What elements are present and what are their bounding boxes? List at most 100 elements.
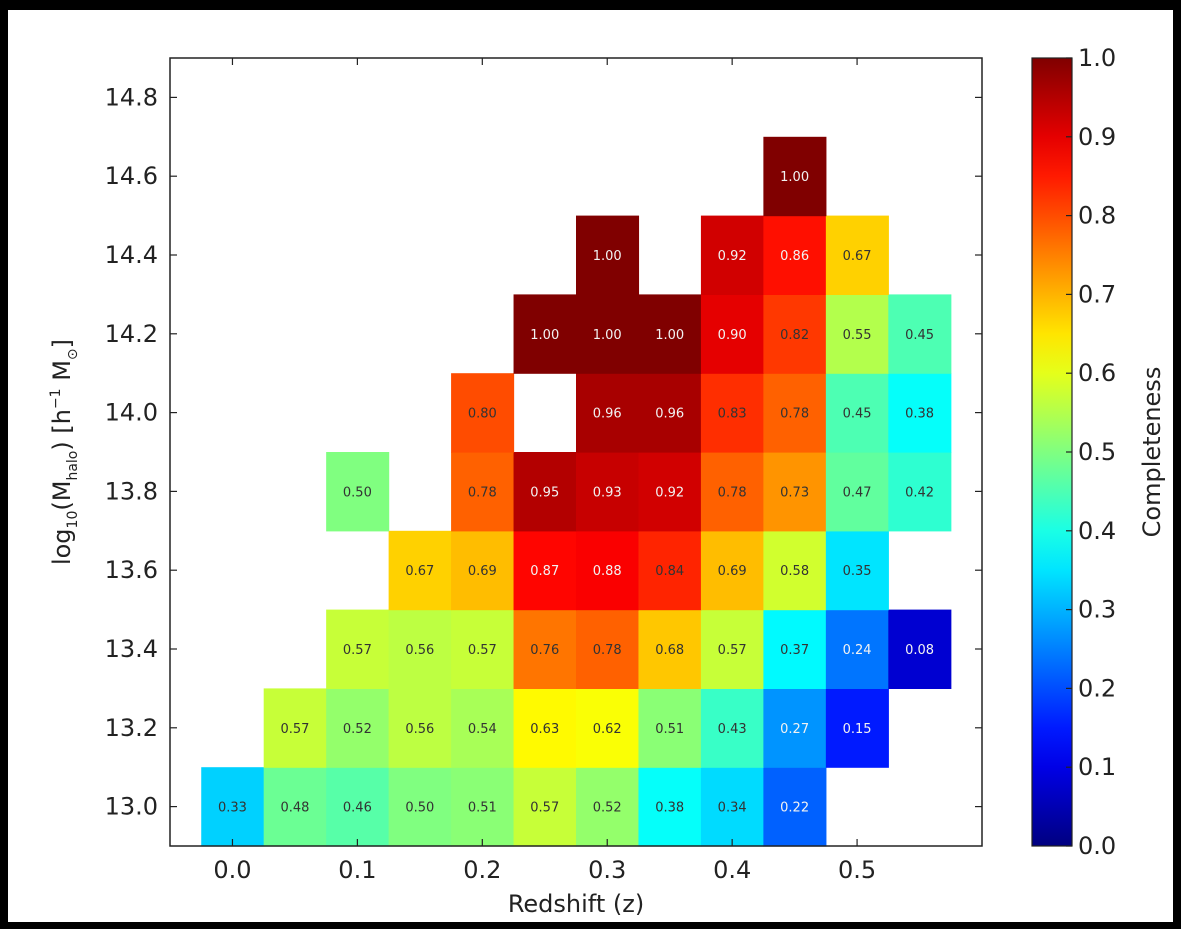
heatmap-cell-label: 0.38 <box>655 801 684 816</box>
colorbar-tick-label: 0.8 <box>1078 202 1116 230</box>
heatmap-cell-label: 0.52 <box>593 801 622 816</box>
heatmap-cell <box>700 373 764 453</box>
heatmap-cell <box>888 452 952 532</box>
heatmap-cell <box>576 609 640 689</box>
heatmap-cell-label: 0.24 <box>843 643 872 658</box>
heatmap-cell <box>763 215 827 295</box>
heatmap-cell-label: 1.00 <box>655 328 684 343</box>
heatmap-cell-label: 0.57 <box>530 801 559 816</box>
y-tick-label: 14.0 <box>105 399 158 427</box>
colorbar-tick-label: 0.0 <box>1078 832 1116 860</box>
heatmap-cell-label: 0.45 <box>905 328 934 343</box>
heatmap-cell-label: 0.43 <box>718 722 747 737</box>
heatmap-cell-label: 0.27 <box>780 722 809 737</box>
heatmap-cell-label: 0.34 <box>718 801 747 816</box>
heatmap-cell-label: 0.87 <box>530 564 559 579</box>
heatmap-cell-label: 0.08 <box>905 643 934 658</box>
heatmap-cell <box>326 688 390 768</box>
heatmap-cell-label: 0.68 <box>655 643 684 658</box>
colorbar-tick-label: 0.9 <box>1078 123 1116 151</box>
x-tick-label: 0.0 <box>213 856 251 884</box>
heatmap-cell <box>388 530 452 611</box>
heatmap-cell-label: 0.35 <box>843 564 872 579</box>
colorbar-tick-label: 0.2 <box>1078 674 1116 702</box>
heatmap-cell <box>700 452 764 532</box>
heatmap-cell-label: 1.00 <box>530 328 559 343</box>
heatmap-cell-labels: 0.33 0.48 0.46 0.50 0.51 0.57 0.52 0.38 0.34 0.22… <box>218 170 934 815</box>
heatmap-cell-label: 0.92 <box>718 249 747 264</box>
heatmap-cell <box>700 294 764 374</box>
heatmap-cell <box>638 452 702 532</box>
heatmap-cell-label: 0.92 <box>655 485 684 500</box>
heatmap-cells <box>201 136 952 847</box>
heatmap-cell-label: 0.46 <box>343 801 372 816</box>
heatmap-cell <box>700 215 764 295</box>
heatmap-cell-label: 0.57 <box>343 643 372 658</box>
heatmap-cell-label: 0.63 <box>530 722 559 737</box>
heatmap-cell <box>513 767 577 847</box>
heatmap-cell <box>763 373 827 453</box>
heatmap-cell-label: 0.15 <box>843 722 872 737</box>
heatmap-cell-label: 0.57 <box>718 643 747 658</box>
heatmap-cell <box>763 688 827 768</box>
colorbar-tick-label: 0.4 <box>1078 517 1116 545</box>
heatmap-cell <box>513 530 577 611</box>
colorbar-tick-label: 0.5 <box>1078 438 1116 466</box>
y-tick-label: 13.8 <box>105 477 158 505</box>
heatmap-cell-label: 0.56 <box>405 722 434 737</box>
heatmap-cell <box>576 767 640 847</box>
heatmap-cell <box>263 767 327 847</box>
x-tick-label: 0.1 <box>338 856 376 884</box>
heatmap-cell-label: 0.93 <box>593 485 622 500</box>
x-tick-label: 0.4 <box>713 856 751 884</box>
heatmap-cell-label: 0.78 <box>593 643 622 658</box>
heatmap-cell-label: 0.50 <box>343 485 372 500</box>
heatmap-cell <box>825 609 889 689</box>
y-axis-ticks: 13.0 13.2 13.4 13.6 13.8 14.0 14.2 14.4 14.6 14.8 <box>105 83 982 821</box>
x-tick-label: 0.5 <box>838 856 876 884</box>
heatmap-cell <box>576 215 640 295</box>
heatmap-cell-label: 0.45 <box>843 407 872 422</box>
heatmap-cell <box>451 452 515 532</box>
heatmap-cell <box>638 767 702 847</box>
heatmap-cell-label: 0.88 <box>593 564 622 579</box>
heatmap-cell-label: 0.58 <box>780 564 809 579</box>
colorbar-label: Completeness <box>1138 367 1166 538</box>
heatmap-cell <box>763 136 827 217</box>
heatmap-cell <box>700 609 764 689</box>
heatmap-cell-label: 1.00 <box>593 328 622 343</box>
heatmap-cell <box>513 452 577 532</box>
heatmap-cell-label: 0.22 <box>780 801 809 816</box>
heatmap-cell-label: 0.33 <box>218 801 247 816</box>
colorbar-tick-label: 0.7 <box>1078 280 1116 308</box>
heatmap-cell <box>388 767 452 847</box>
plot-frame <box>169 57 983 847</box>
heatmap-cell <box>638 609 702 689</box>
x-axis-title: Redshift (z) <box>508 890 644 918</box>
heatmap-cell-label: 0.78 <box>780 407 809 422</box>
heatmap-cell-label: 0.84 <box>655 564 684 579</box>
heatmap-cell <box>201 767 265 847</box>
heatmap-cell-label: 0.51 <box>655 722 684 737</box>
heatmap-cell-label: 0.96 <box>593 407 622 422</box>
heatmap-cell <box>825 215 889 295</box>
heatmap-cell-label: 1.00 <box>593 249 622 264</box>
colorbar <box>1031 57 1073 847</box>
heatmap-cell-label: 1.00 <box>780 170 809 185</box>
colorbar-tick-label: 0.3 <box>1078 596 1116 624</box>
heatmap-cell <box>388 609 452 689</box>
y-tick-label: 14.4 <box>105 241 158 269</box>
heatmap-cell-label: 0.82 <box>780 328 809 343</box>
heatmap-cell-label: 0.47 <box>843 485 872 500</box>
y-tick-label: 13.4 <box>105 635 158 663</box>
heatmap-cell-label: 0.42 <box>905 485 934 500</box>
heatmap-cell <box>888 294 952 374</box>
heatmap-cell-label: 0.52 <box>343 722 372 737</box>
heatmap-cell-label: 0.78 <box>468 485 497 500</box>
heatmap-cell <box>576 688 640 768</box>
heatmap-cell-label: 0.86 <box>780 249 809 264</box>
heatmap-cell-label: 0.67 <box>843 249 872 264</box>
heatmap-cell <box>700 767 764 847</box>
heatmap-cell <box>576 373 640 453</box>
